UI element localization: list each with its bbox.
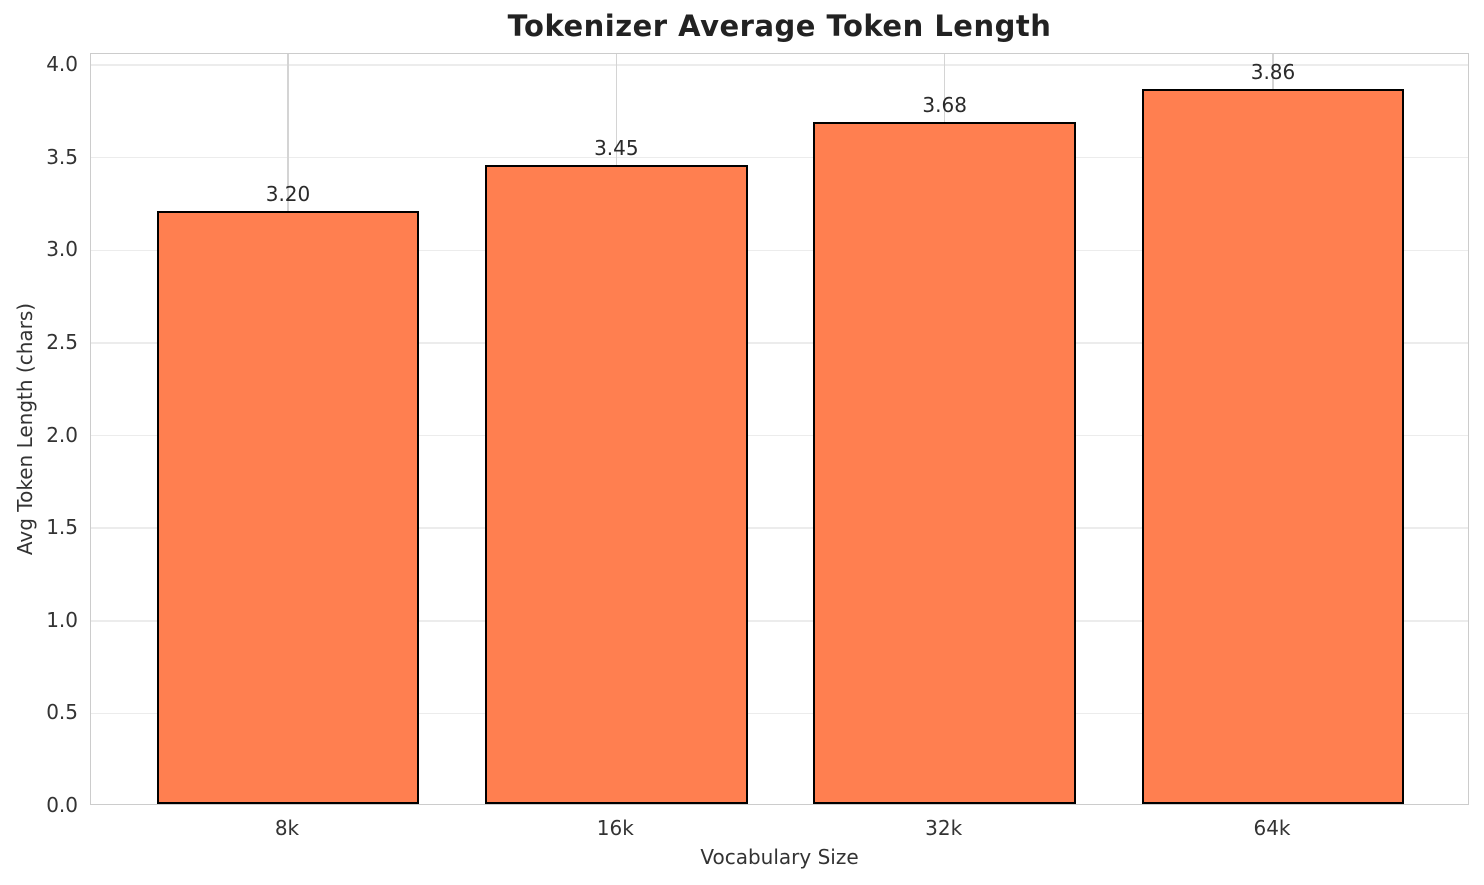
bar	[813, 122, 1076, 804]
y-tick-label: 0.5	[46, 700, 78, 725]
bar-value-label: 3.20	[265, 182, 311, 207]
bar-value-label: 3.45	[594, 136, 639, 160]
x-tick-label: 64k	[1253, 816, 1291, 840]
y-tick-label: 2.0	[46, 422, 78, 447]
grid-line-horizontal	[91, 620, 1468, 622]
x-tick-label: 8k	[274, 816, 300, 840]
y-tick-label: 1.0	[46, 607, 78, 632]
grid-line-horizontal	[91, 64, 1468, 66]
bar-value-label: 3.86	[1250, 60, 1296, 85]
grid-line-horizontal	[91, 249, 1468, 252]
y-tick-label: 3.5	[46, 144, 78, 169]
y-tick-label: 1.5	[46, 515, 78, 540]
x-axis-label: Vocabulary Size	[700, 845, 859, 869]
grid-line-horizontal	[91, 527, 1468, 529]
bar-value-label: 3.68	[922, 93, 967, 118]
chart-title: Tokenizer Average Token Length	[507, 9, 1052, 43]
y-tick-label: 0.0	[46, 793, 78, 817]
x-tick-label: 32k	[925, 816, 963, 840]
grid-line-horizontal	[91, 712, 1468, 715]
grid-line-horizontal	[91, 434, 1468, 437]
x-tick-label: 16k	[596, 816, 634, 840]
y-tick-label: 3.0	[46, 237, 78, 262]
grid-line-horizontal	[91, 342, 1468, 344]
y-tick-label: 2.5	[46, 329, 78, 354]
bar	[1141, 89, 1405, 804]
plot-area: 3.20 3.45 3.68 3.86	[90, 53, 1469, 805]
y-tick-label: 4.0	[46, 52, 78, 77]
bar	[485, 165, 748, 804]
bar	[156, 211, 420, 804]
grid-line-horizontal	[91, 156, 1468, 159]
